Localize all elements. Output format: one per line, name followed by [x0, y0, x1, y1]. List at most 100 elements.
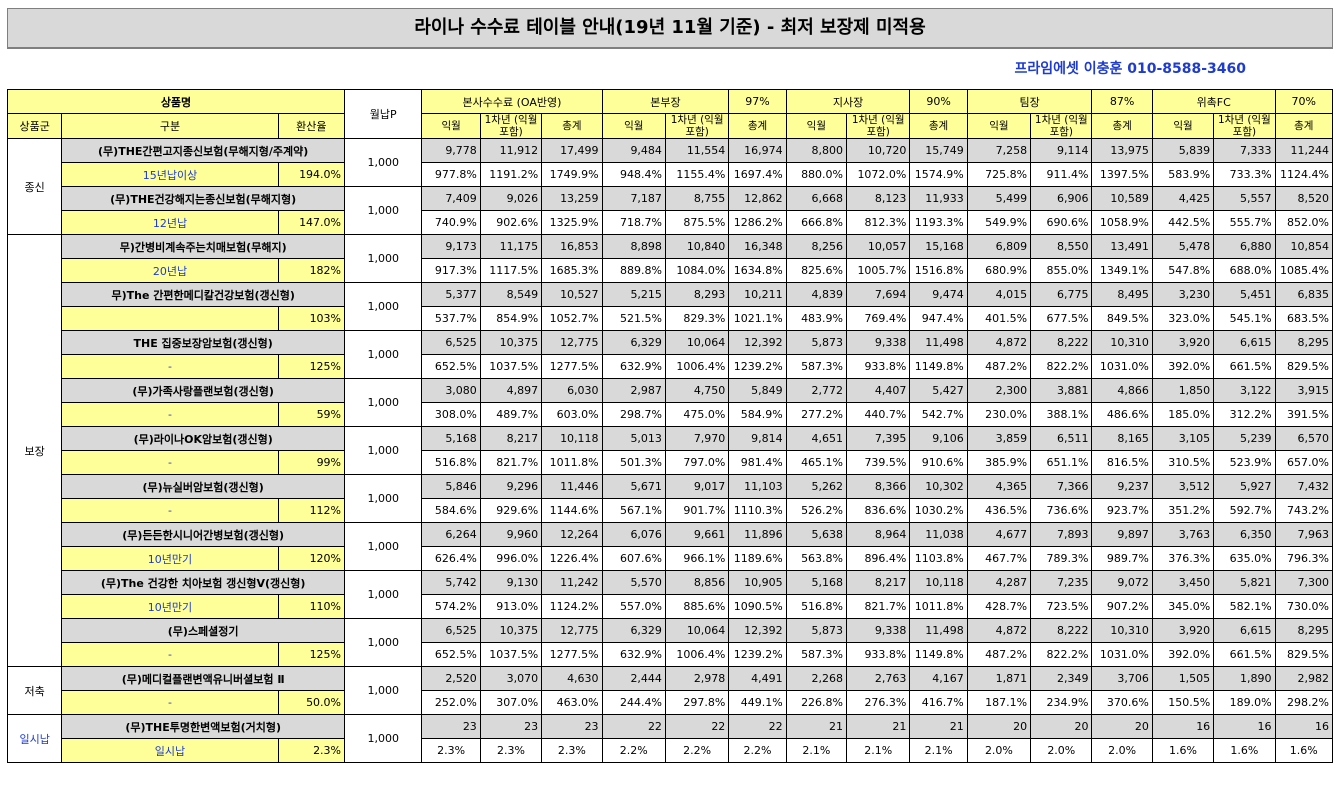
product-name-cell: (무)스페셜정기	[61, 618, 346, 643]
percent-cell: 626.4%	[421, 546, 481, 571]
amount-cell: 11,244	[1274, 138, 1334, 163]
percent-cell: 651.1%	[1030, 450, 1093, 475]
percent-cell: 933.8%	[846, 642, 911, 667]
amount-cell: 10,527	[541, 282, 603, 307]
percent-cell: 875.5%	[664, 210, 730, 235]
monthly-premium-header: 월납P	[344, 89, 423, 139]
table-row: THE 집중보장암보험(갱신형) 1,000 6,525 10,375 12,775 6,…	[8, 330, 1334, 379]
percent-cell: 948.4%	[601, 162, 666, 187]
table-row: 무)The 간편한메디칼건강보험(갱신형) 1,000 5,377 8,549 10,5…	[8, 282, 1334, 331]
section-team-pct: 87%	[1091, 89, 1153, 114]
amount-cell: 3,859	[966, 426, 1032, 451]
amount-cell: 2,268	[785, 666, 848, 691]
percent-cell: 555.7%	[1213, 210, 1276, 235]
amount-cell: 21	[785, 714, 848, 739]
divider	[7, 48, 1333, 49]
amount-cell: 9,017	[664, 474, 730, 499]
sub-header-a: 익월	[966, 113, 1032, 139]
amount-cell: 8,495	[1091, 282, 1153, 307]
percent-cell: 1006.4%	[664, 642, 730, 667]
amount-cell: 1,850	[1151, 378, 1215, 403]
table-row: 보장 무)간병비계속주는치매보험(무해지) 1,000 9,173 11,175 16,8…	[6, 234, 1334, 667]
amount-cell: 8,549	[479, 282, 543, 307]
amount-cell: 9,296	[479, 474, 543, 499]
percent-cell: 829.3%	[664, 306, 730, 331]
percent-cell: 657.0%	[1274, 450, 1334, 475]
conversion-rate-cell: 120%	[277, 546, 346, 571]
percent-cell: 1084.0%	[664, 258, 730, 283]
amount-cell: 8,964	[846, 522, 911, 547]
percent-cell: 743.2%	[1274, 498, 1334, 523]
amount-cell: 8,222	[1030, 618, 1093, 643]
percent-cell: 1155.4%	[664, 162, 730, 187]
amount-cell: 8,295	[1274, 330, 1334, 355]
table-row: 일시납 2.3% 2.3% 2.3% 2.3% 2.2% 2.2% 2.2% 2.1% 2.1% 2…	[8, 738, 1334, 763]
percent-cell: 486.6%	[1091, 402, 1153, 427]
amount-cell: 22	[601, 714, 666, 739]
percent-cell: 583.9%	[1151, 162, 1215, 187]
percent-cell: 816.5%	[1091, 450, 1153, 475]
sub-header-c: 총계	[728, 113, 787, 139]
amount-cell: 11,498	[909, 330, 968, 355]
table-row: -59% 308.0% 489.7% 603.0% 298.7% 475.0% 584.9%…	[8, 402, 1334, 427]
table-row: 12년납 147.0% 740.9% 902.6% 1325.9% 718.7% 875.5…	[8, 210, 1334, 235]
product-name-cell: (무)라이나OK암보험(갱신형)	[61, 426, 346, 451]
amount-cell: 2,349	[1030, 666, 1093, 691]
payment-term-cell: 일시납	[61, 738, 279, 763]
col-group-header: 상품군	[6, 113, 63, 139]
product-name-cell: (무)든든한시니어간병보험(갱신형)	[61, 522, 346, 547]
percent-cell: 526.2%	[785, 498, 848, 523]
amount-cell: 4,491	[728, 666, 787, 691]
percent-cell: 2.3%	[541, 738, 603, 763]
amount-cell: 8,217	[846, 570, 911, 595]
percent-cell: 391.5%	[1274, 402, 1334, 427]
amount-cell: 10,118	[909, 570, 968, 595]
percent-cell: 1103.8%	[909, 546, 968, 571]
amount-cell: 9,026	[479, 186, 543, 211]
amount-cell: 12,775	[541, 330, 603, 355]
percent-cell: 234.9%	[1030, 690, 1093, 715]
percent-cell: 933.8%	[846, 354, 911, 379]
percent-cell: 607.6%	[601, 546, 666, 571]
conversion-rate-cell: 103%	[277, 306, 346, 331]
section-branch-header: 지사장	[785, 89, 911, 114]
product-name-cell: (무)The 건강한 치아보험 갱신형V(갱신형)	[61, 570, 346, 595]
percent-cell: 966.1%	[664, 546, 730, 571]
amount-cell: 3,122	[1213, 378, 1276, 403]
percent-cell: 896.4%	[846, 546, 911, 571]
table-row: (무)The 건강한 치아보험 갱신형V(갱신형) 1,000 5,742 9,130…	[8, 570, 1334, 619]
amount-cell: 8,550	[1030, 234, 1093, 259]
percent-cell: 1005.7%	[846, 258, 911, 283]
amount-cell: 9,474	[909, 282, 968, 307]
sub-header-a: 익월	[421, 113, 481, 139]
percent-cell: 989.7%	[1091, 546, 1153, 571]
percent-cell: 226.8%	[785, 690, 848, 715]
percent-cell: 929.6%	[479, 498, 543, 523]
percent-cell: 661.5%	[1213, 354, 1276, 379]
percent-cell: 652.5%	[421, 354, 481, 379]
section-fc-header: 위촉FC	[1151, 89, 1276, 114]
percent-cell: 537.7%	[421, 306, 481, 331]
amount-cell: 2,772	[785, 378, 848, 403]
percent-cell: 563.8%	[785, 546, 848, 571]
percent-cell: 718.7%	[601, 210, 666, 235]
percent-cell: 822.2%	[1030, 642, 1093, 667]
amount-cell: 5,168	[421, 426, 481, 451]
percent-cell: 587.3%	[785, 354, 848, 379]
percent-cell: 1037.5%	[479, 642, 543, 667]
percent-cell: 789.3%	[1030, 546, 1093, 571]
percent-cell: 911.4%	[1030, 162, 1093, 187]
percent-cell: 2.2%	[664, 738, 730, 763]
percent-cell: 913.0%	[479, 594, 543, 619]
percent-cell: 252.0%	[421, 690, 481, 715]
percent-cell: 797.0%	[664, 450, 730, 475]
percent-cell: 345.0%	[1151, 594, 1215, 619]
amount-cell: 5,262	[785, 474, 848, 499]
percent-cell: 189.0%	[1213, 690, 1276, 715]
product-name-cell: 무)The 간편한메디칼건강보험(갱신형)	[61, 282, 346, 307]
percent-cell: 1634.8%	[728, 258, 787, 283]
percent-cell: 1239.2%	[728, 642, 787, 667]
percent-cell: 812.3%	[846, 210, 911, 235]
amount-cell: 6,329	[601, 330, 666, 355]
amount-cell: 11,175	[479, 234, 543, 259]
